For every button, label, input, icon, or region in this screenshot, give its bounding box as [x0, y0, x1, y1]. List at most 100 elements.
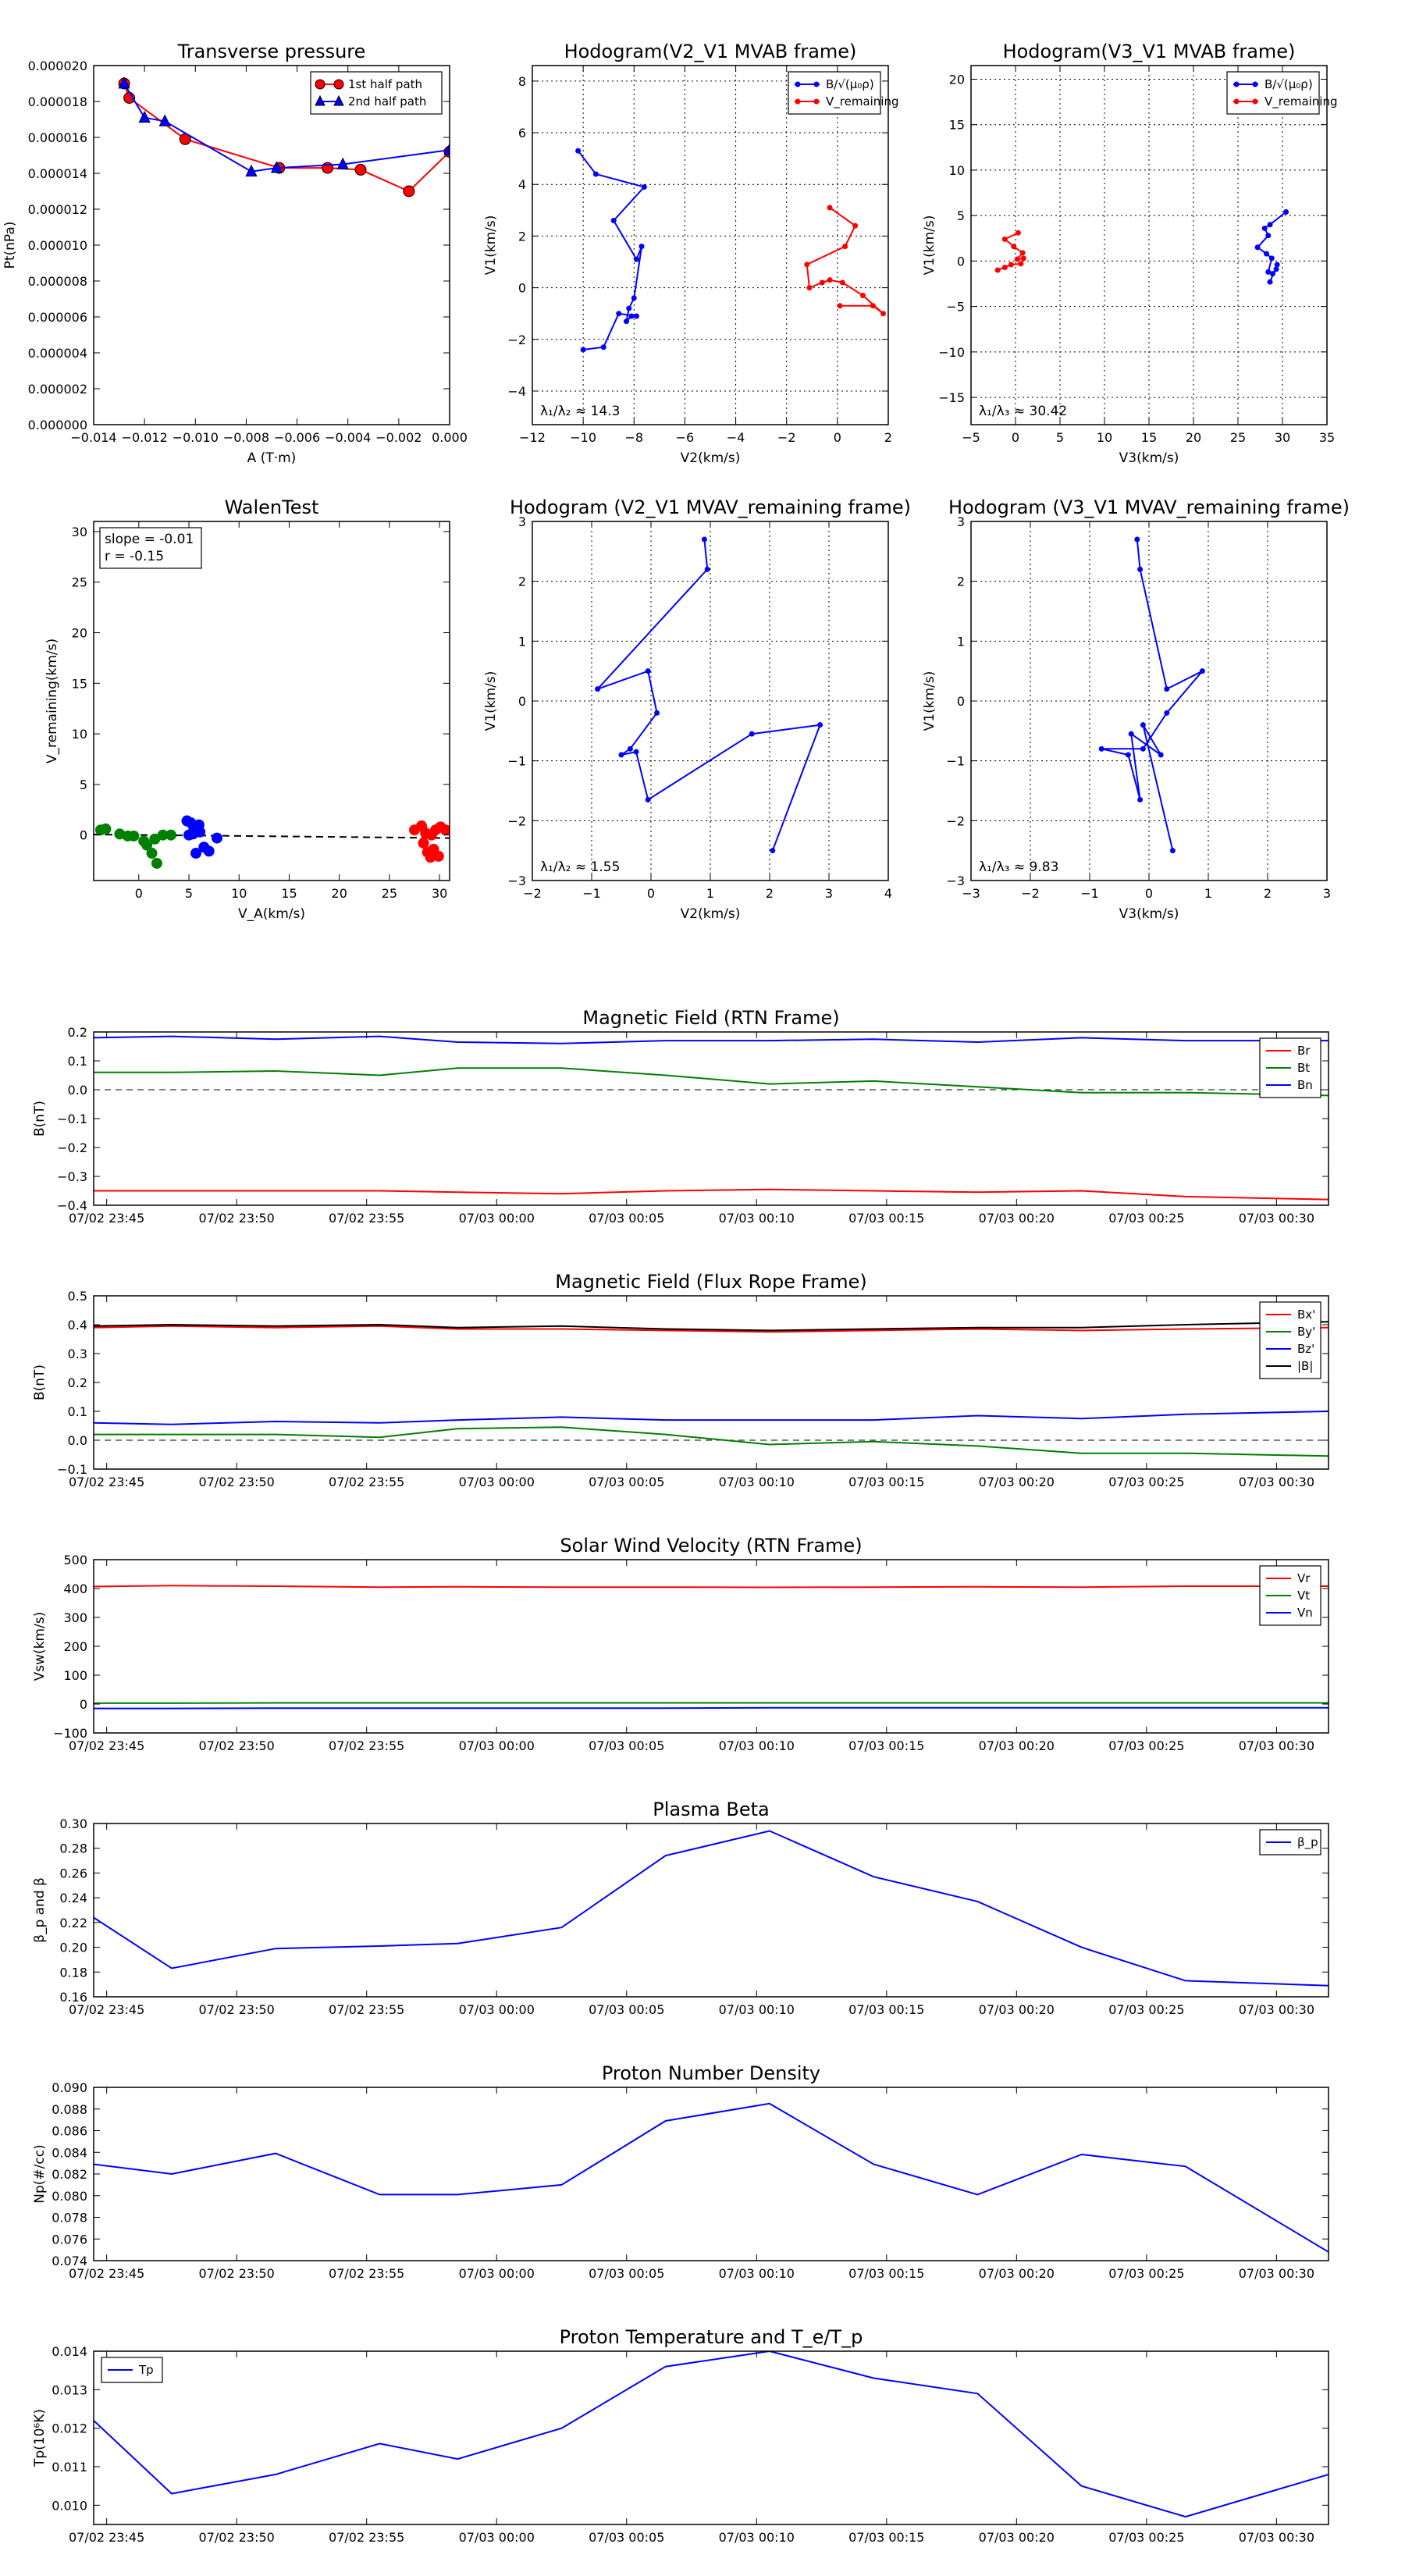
- x-tick-label: 07/03 00:15: [848, 1211, 924, 1226]
- x-tick-label: 07/03 00:05: [589, 1738, 664, 1753]
- data-point: [1164, 710, 1170, 716]
- data-point: [190, 848, 202, 859]
- x-tick-label: 07/03 00:10: [719, 2530, 795, 2545]
- data-point: [654, 710, 660, 716]
- plot-area: [94, 2351, 1329, 2524]
- data-point: [443, 143, 450, 155]
- data-point: [634, 313, 640, 319]
- data-point: [870, 303, 876, 309]
- legend-marker: [1233, 98, 1240, 105]
- y-tick-label: 4: [518, 177, 526, 192]
- data-point: [1018, 261, 1024, 267]
- data-point: [827, 205, 833, 211]
- data-layer: [94, 1035, 1329, 1201]
- x-tick-label: 07/03 00:00: [459, 2002, 535, 2017]
- data-layer: [1098, 536, 1205, 854]
- data-point: [1001, 265, 1008, 271]
- x-tick-label: 07/03 00:20: [979, 1211, 1055, 1226]
- x-tick-label: 07/02 23:55: [329, 1211, 404, 1226]
- data-point: [418, 838, 429, 849]
- data-point: [1199, 668, 1205, 674]
- y-tick-label: −4: [507, 384, 526, 399]
- x-tick-label: 07/02 23:50: [199, 1738, 275, 1753]
- x-tick-label: 07/03 00:00: [459, 2266, 535, 2281]
- data-point: [1273, 266, 1279, 272]
- legend-label: By': [1297, 1325, 1315, 1339]
- y-axis-label: V1(km/s): [922, 671, 937, 731]
- data-point: [595, 686, 601, 692]
- plot-area: [94, 1032, 1329, 1205]
- series-vr-line: [94, 1585, 1329, 1589]
- legend-label: B/√(μ₀ρ): [826, 77, 874, 91]
- series-br-line: [94, 1188, 1329, 1201]
- y-tick-label: −2: [946, 813, 965, 828]
- x-tick-label: 07/02 23:45: [69, 2530, 144, 2545]
- legend-marker: [315, 94, 325, 106]
- chart-mag_rtn: 07/02 23:45 07/02 23:50 07/02 23:55 07/03 0…: [32, 1007, 1329, 1226]
- y-tick-label: 0.014: [52, 2344, 87, 2359]
- data-point: [701, 536, 707, 543]
- legend-marker: [795, 81, 801, 87]
- y-axis-label: V_remaining(km/s): [44, 639, 60, 763]
- y-tick-label: 0.30: [59, 1816, 87, 1831]
- x-tick-label: 07/02 23:45: [69, 2266, 144, 2281]
- data-point: [1268, 255, 1275, 262]
- x-tick-label: −12: [519, 430, 546, 445]
- x-tick-label: −2: [777, 430, 796, 445]
- plot-area: [94, 521, 450, 881]
- y-tick-label: 1: [957, 634, 965, 649]
- data-point: [1158, 752, 1164, 758]
- y-tick-label: 3: [518, 514, 526, 529]
- x-tick-label: 35: [1319, 430, 1335, 445]
- y-tick-label: 0.000000: [28, 418, 87, 432]
- y-tick-label: 25: [72, 575, 87, 590]
- series-0-line: [596, 539, 822, 852]
- data-point: [627, 745, 633, 752]
- data-point: [1269, 271, 1275, 277]
- x-tick-label: 15: [1141, 430, 1157, 445]
- x-tick-label: −0.008: [223, 430, 269, 445]
- y-tick-label: 8: [518, 74, 526, 89]
- y-tick-label: 0: [957, 254, 965, 269]
- x-tick-label: −0.012: [122, 430, 168, 445]
- x-tick-label: 07/03 00:30: [1239, 2002, 1314, 2017]
- data-point: [770, 848, 776, 854]
- data-point: [827, 277, 833, 283]
- plot-frame: [93, 521, 450, 881]
- data-point: [634, 256, 640, 262]
- y-tick-label: 0.010: [52, 2498, 87, 2513]
- plot-frame: [532, 65, 889, 425]
- eigen-ratio-annotation: λ₁/λ₃ ≈ 30.42: [979, 404, 1067, 419]
- data-point: [1134, 536, 1140, 543]
- chart-title: Hodogram(V2_V1 MVAB frame): [564, 41, 857, 62]
- data-point: [1263, 251, 1269, 257]
- y-tick-label: 10: [72, 727, 87, 742]
- chart-vsw: 07/02 23:45 07/02 23:50 07/02 23:55 07/03 0…: [32, 1535, 1329, 1753]
- x-tick-label: 20: [332, 886, 347, 901]
- data-point: [994, 267, 1001, 273]
- x-tick-label: 07/02 23:45: [69, 1475, 144, 1489]
- y-tick-label: 15: [949, 118, 965, 133]
- x-tick-label: −1: [582, 886, 601, 901]
- data-point: [1001, 236, 1008, 242]
- y-tick-label: −0.4: [57, 1198, 87, 1213]
- x-tick-label: 07/02 23:55: [329, 2002, 404, 2017]
- x-tick-label: 4: [884, 886, 892, 901]
- data-point: [1008, 262, 1014, 268]
- x-tick-label: −3: [962, 886, 980, 901]
- x-tick-label: −5: [962, 430, 980, 445]
- plot-frame: [93, 1823, 1329, 1998]
- x-tick-label: 07/03 00:05: [589, 2530, 664, 2545]
- y-tick-label: 0.080: [52, 2189, 87, 2204]
- y-tick-label: 3: [957, 514, 965, 529]
- data-point: [157, 829, 169, 841]
- x-tick-label: 0: [135, 886, 143, 901]
- y-tick-label: −15: [938, 390, 965, 405]
- y-axis-label: Tp(10⁶K): [32, 2409, 48, 2467]
- chart-h1: −12 −10 −8 −6 −4 −2 0 2 −4 −2 0 2 4 6 8 Hodogram(V2_V1 …: [483, 41, 899, 466]
- plot-area: [532, 66, 888, 425]
- legend-marker: [813, 98, 820, 105]
- x-tick-label: −0.002: [375, 430, 422, 445]
- chart-tp: −0.014 −0.012 −0.010 −0.008 −0.006 −0.004 −0.0…: [2, 41, 468, 466]
